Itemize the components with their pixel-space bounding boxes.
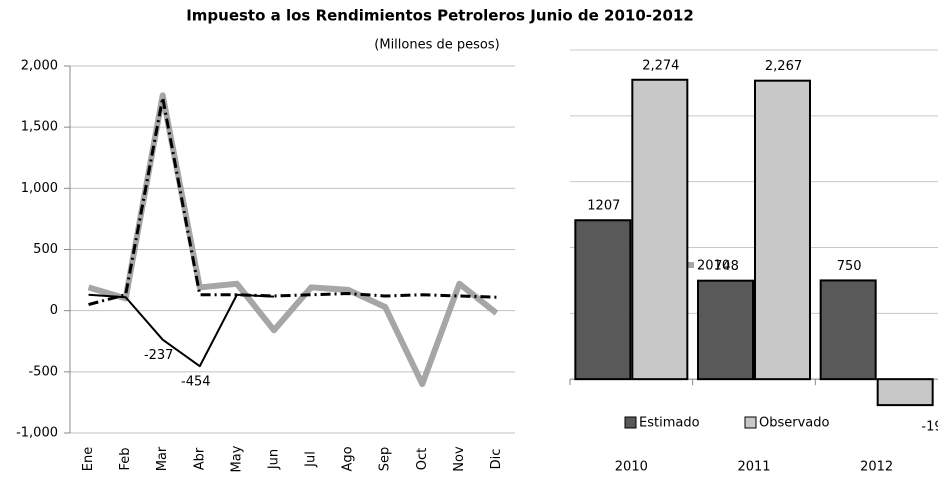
y-tick-label: -500: [28, 364, 58, 379]
data-label: 2,267: [765, 59, 802, 74]
data-label: -237: [144, 348, 174, 363]
x-tick-label: Sep: [378, 447, 393, 472]
bar: [631, 78, 689, 381]
x-tick-label: 2012: [860, 460, 893, 475]
bar: [574, 219, 632, 381]
x-tick-label: Mar: [155, 446, 170, 471]
x-tick-label: Ago: [341, 446, 356, 471]
x-tick-label: Oct: [415, 448, 430, 470]
legend-swatch: [624, 416, 637, 429]
x-tick-label: Dic: [489, 449, 504, 470]
x-tick-label: Feb: [118, 447, 133, 470]
data-label: 750: [837, 259, 862, 274]
line-series: [87, 92, 499, 388]
y-tick-label: 1,500: [21, 120, 58, 135]
y-tick-label: -1,000: [16, 426, 58, 441]
x-tick-label: Nov: [452, 446, 467, 472]
bar: [876, 378, 934, 407]
line-series: [88, 96, 497, 307]
y-tick-label: 500: [33, 242, 58, 257]
bar: [697, 279, 754, 381]
legend-label: Estimado: [639, 416, 700, 431]
chart-subtitle: (Millones de pesos): [374, 38, 499, 53]
line-series: [88, 293, 275, 368]
legend-swatch: [744, 416, 757, 429]
data-label: 2,274: [642, 58, 679, 73]
x-tick-label: May: [229, 445, 244, 472]
y-tick-label: 1,000: [21, 181, 58, 196]
bar: [754, 79, 811, 381]
x-tick-label: Jul: [304, 451, 319, 468]
x-tick-label: Abr: [192, 447, 207, 470]
data-label: -197: [921, 420, 938, 435]
x-tick-label: 2011: [737, 460, 770, 475]
x-tick-label: Jun: [266, 449, 281, 470]
data-label: 1207: [587, 199, 620, 214]
data-label: 748: [714, 259, 739, 274]
y-tick-label: 0: [50, 303, 58, 318]
data-label: -454: [181, 375, 211, 390]
bar: [819, 279, 877, 381]
x-tick-label: Ene: [81, 447, 96, 471]
x-tick-label: 2010: [615, 460, 648, 475]
y-tick-label: 2,000: [21, 59, 58, 74]
chart-title: Impuesto a los Rendimientos Petroleros J…: [186, 7, 694, 25]
legend-label: 2010: [697, 259, 730, 274]
legend-label: Observado: [759, 416, 830, 431]
